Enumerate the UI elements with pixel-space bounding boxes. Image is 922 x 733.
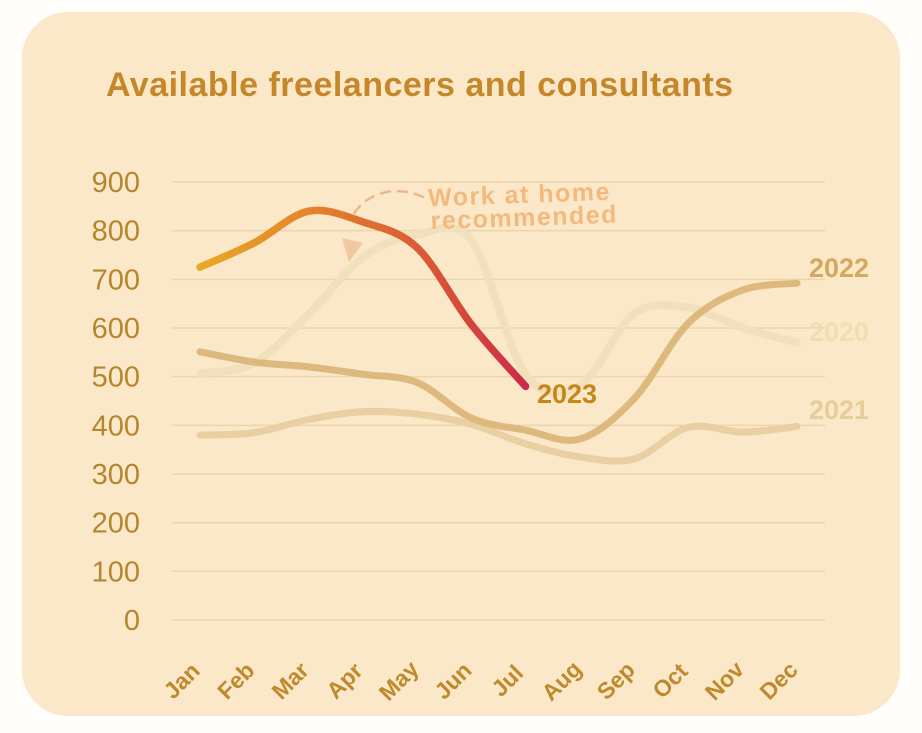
chart-title: Available freelancers and consultants — [106, 66, 734, 104]
chart-card: Available freelancers and consultants — [22, 12, 900, 716]
